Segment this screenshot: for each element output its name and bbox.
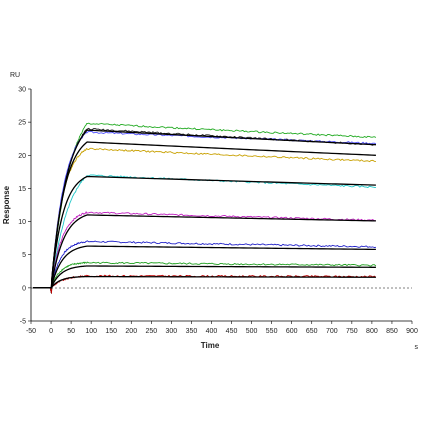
- x-tick-label: 750: [346, 328, 358, 335]
- x-tick-label: 600: [286, 328, 298, 335]
- y-tick-label: 5: [22, 252, 26, 259]
- sensorgram-curve: [33, 147, 376, 294]
- x-tick-label: 350: [186, 328, 198, 335]
- fit-curve: [33, 214, 376, 289]
- fit-curve: [33, 141, 376, 289]
- x-tick-label: 0: [49, 328, 53, 335]
- x-unit-label: s: [415, 344, 419, 351]
- y-tick-label: 30: [18, 87, 26, 94]
- y-tick-label: -5: [20, 319, 26, 326]
- fit-curve: [33, 275, 376, 289]
- x-tick-label: 50: [67, 328, 75, 335]
- x-tick-label: 100: [85, 328, 97, 335]
- x-tick-label: 250: [145, 328, 157, 335]
- x-tick-label: 450: [226, 328, 238, 335]
- sensorgram-curve: [33, 261, 377, 294]
- x-tick-label: 800: [366, 328, 378, 335]
- sensorgram-curve: [33, 130, 377, 294]
- x-tick-label: 900: [406, 328, 418, 335]
- x-tick-label: 300: [166, 328, 178, 335]
- x-tick-label: 850: [386, 328, 398, 335]
- x-tick-label: 150: [105, 328, 117, 335]
- x-tick-label: 700: [326, 328, 338, 335]
- y-tick-label: 25: [18, 120, 26, 127]
- x-tick-label: 500: [246, 328, 258, 335]
- series-group: [33, 122, 377, 294]
- x-axis-title: Time: [201, 341, 220, 350]
- y-unit-label: RU: [10, 72, 20, 79]
- sensorgram-curve: [33, 240, 376, 294]
- y-tick-label: 0: [22, 285, 26, 292]
- x-tick-label: -50: [26, 328, 36, 335]
- fit-curve: [33, 175, 376, 289]
- sensorgram-curve: [33, 211, 376, 294]
- x-ticks: -50 0 50 100 150 200 250 300 350 400 450 500 550 600 6…: [26, 321, 418, 335]
- fit-curve: [33, 245, 376, 289]
- y-tick-label: 15: [18, 186, 26, 193]
- sensorgram-curve: [33, 274, 377, 294]
- x-tick-label: 400: [206, 328, 218, 335]
- sensorgram-curve: [33, 174, 376, 294]
- x-tick-label: 550: [266, 328, 278, 335]
- y-tick-label: 20: [18, 153, 26, 160]
- fit-curve: [33, 129, 376, 289]
- fit-curve: [33, 265, 376, 289]
- x-tick-label: 650: [306, 328, 318, 335]
- y-ticks: -5 0 5 10 15 20 25 30: [18, 87, 31, 326]
- y-axis-title: Response: [2, 185, 11, 224]
- y-tick-label: 10: [18, 219, 26, 226]
- axes: [30, 89, 412, 322]
- x-tick-label: 200: [125, 328, 137, 335]
